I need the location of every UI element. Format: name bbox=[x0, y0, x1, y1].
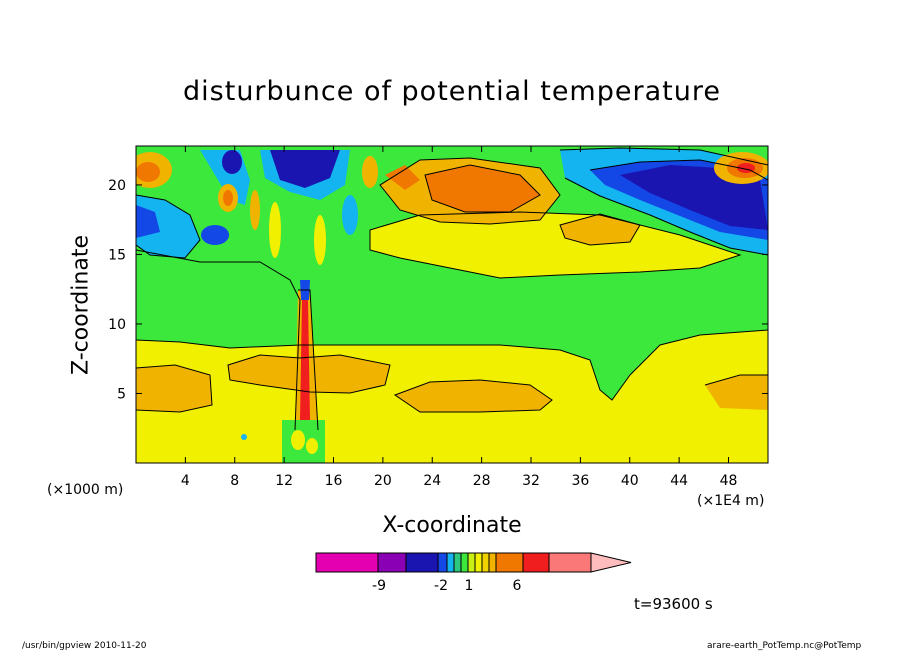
y-tick-label: 15 bbox=[108, 247, 126, 263]
x-tick-label: 40 bbox=[621, 473, 639, 489]
colorbar-segment bbox=[446, 552, 455, 573]
colorbar-segment bbox=[405, 552, 439, 573]
x-tick-label: 44 bbox=[670, 473, 688, 489]
x-tick-label: 12 bbox=[275, 473, 293, 489]
colorbar-label: 6 bbox=[513, 578, 522, 594]
field-column-base-yellow-2 bbox=[306, 438, 318, 454]
colorbar-arrow bbox=[590, 552, 632, 573]
field-spot-left-2 bbox=[136, 162, 160, 182]
field-lower-right bbox=[395, 380, 552, 412]
chart-title: disturbunce of potential temperature bbox=[183, 76, 721, 107]
field-cyan-left bbox=[136, 195, 200, 258]
colorbar-segment bbox=[467, 552, 476, 573]
footer-right: arare-earth_PotTemp.nc@PotTemp bbox=[707, 641, 862, 651]
field-orange-column-core bbox=[223, 190, 233, 206]
colorbar-segment bbox=[481, 552, 490, 573]
field-orange-stripe bbox=[362, 156, 378, 188]
x-tick-label: 28 bbox=[473, 473, 491, 489]
field-column-base-yellow bbox=[291, 430, 305, 450]
x-tick-label: 24 bbox=[423, 473, 441, 489]
colorbar-labels: -9 -2 1 6 bbox=[372, 578, 522, 594]
footer-left: /usr/bin/gpview 2010-11-20 bbox=[22, 641, 147, 651]
colorbar-label: -9 bbox=[372, 578, 386, 594]
contour-lines bbox=[136, 147, 768, 431]
colorbar-segment bbox=[437, 552, 448, 573]
field-lower-left bbox=[136, 365, 212, 412]
field-orange-stripe-2 bbox=[250, 190, 260, 230]
colorbar-segment bbox=[460, 552, 469, 573]
y-axis-label: Z-coordinate bbox=[68, 235, 94, 375]
y-tick-label: 5 bbox=[117, 386, 126, 402]
colorbar-segment bbox=[474, 552, 483, 573]
x-tick-label: 48 bbox=[720, 473, 738, 489]
field-lower-far-right bbox=[705, 375, 768, 410]
colorbar-segment bbox=[377, 552, 407, 573]
x-tick-label: 36 bbox=[571, 473, 589, 489]
x-tick-label: 8 bbox=[230, 473, 239, 489]
x-tick-label: 4 bbox=[181, 473, 190, 489]
colorbar-segment bbox=[522, 552, 550, 573]
field-yellow-stripe bbox=[314, 215, 326, 265]
x-tick-label: 16 bbox=[325, 473, 343, 489]
colorbar-label: -2 bbox=[434, 578, 448, 594]
colorbar-segment bbox=[315, 552, 379, 573]
colorbar bbox=[315, 552, 632, 573]
field-navy-top bbox=[270, 150, 340, 188]
colorbar-segment bbox=[488, 552, 497, 573]
field-navy-column bbox=[222, 150, 242, 174]
x-axis-ticks: 4 8 12 16 20 24 28 32 36 40 44 48 bbox=[181, 146, 738, 489]
colorbar-label: 1 bbox=[465, 578, 474, 594]
field-orange-small bbox=[385, 165, 420, 190]
x-unit-right: (×1E4 m) bbox=[697, 493, 765, 509]
field-cyan-stripe bbox=[342, 195, 358, 235]
field-orange-core bbox=[425, 165, 540, 212]
field-yellow-upper bbox=[370, 212, 740, 278]
field-yellow-stripe-2 bbox=[269, 202, 281, 258]
x-axis-label: X-coordinate bbox=[382, 513, 522, 538]
field-blue-left bbox=[136, 205, 160, 238]
y-tick-label: 20 bbox=[108, 178, 126, 194]
field-green-band bbox=[136, 146, 768, 400]
contour-field bbox=[136, 146, 768, 463]
plot-frame bbox=[135, 145, 769, 464]
field-blue-blob bbox=[201, 225, 229, 245]
x-tick-label: 32 bbox=[522, 473, 540, 489]
field-orange-mid bbox=[560, 214, 640, 245]
colorbar-segment bbox=[453, 552, 462, 573]
y-tick-label: 10 bbox=[108, 317, 126, 333]
colorbar-segment bbox=[548, 552, 592, 573]
x-tick-label: 20 bbox=[374, 473, 392, 489]
y-axis-ticks: 5 10 15 20 bbox=[108, 178, 768, 402]
x-unit-left: (×1000 m) bbox=[47, 482, 124, 498]
time-label: t=93600 s bbox=[634, 595, 713, 613]
field-dot bbox=[241, 434, 247, 440]
colorbar-segment bbox=[495, 552, 524, 573]
field-column-red bbox=[300, 300, 310, 425]
